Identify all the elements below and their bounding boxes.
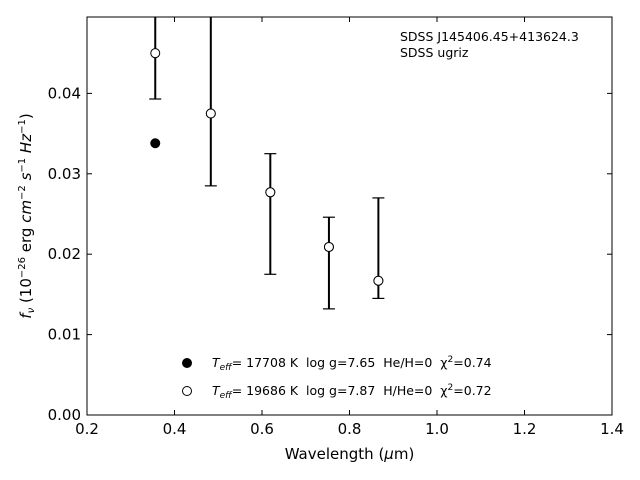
x-axis-title: Wavelength (μm) <box>285 445 415 463</box>
y-tick-label: 0.04 <box>48 84 81 102</box>
axis-ticks: 0.2 0.4 0.6 0.8 1.0 1.2 1.4 0.00 0.01 0.02 0.03 0.0… <box>48 17 624 438</box>
y-tick-label: 0.01 <box>48 326 81 344</box>
legend-label-2: Teff= 19686 K log g=7.87 H/He=0 χ2=0.72 <box>212 383 492 401</box>
legend-marker-open <box>182 386 192 396</box>
y-axis-title: fν (10−26 erg cm−2 s−1 Hz−1) <box>17 113 37 318</box>
data-points <box>150 48 384 286</box>
x-tick-label: 1.0 <box>425 420 449 438</box>
legend-label-1: Teff= 17708 K log g=7.65 He/H=0 χ2=0.74 <box>212 355 492 373</box>
x-tick-label: 1.2 <box>513 420 537 438</box>
x-tick-label: 0.4 <box>163 420 187 438</box>
x-tick-label: 1.4 <box>600 420 624 438</box>
data-point-open <box>323 241 334 252</box>
legend: Teff= 17708 K log g=7.65 He/H=0 χ2=0.74 … <box>182 355 492 401</box>
error-bars <box>149 17 385 310</box>
x-tick-label: 0.2 <box>75 420 99 438</box>
y-tick-label: 0.02 <box>48 245 81 263</box>
plot-frame <box>86 16 613 416</box>
data-point-open <box>150 48 161 59</box>
annotation-photometry: SDSS ugriz <box>400 45 469 60</box>
data-point-open <box>265 187 276 198</box>
y-tick-label: 0.00 <box>48 406 81 424</box>
data-point-filled <box>150 138 161 149</box>
data-point-open <box>373 275 384 286</box>
data-point-open <box>205 108 216 119</box>
legend-marker-filled <box>182 358 192 368</box>
y-tick-label: 0.03 <box>48 165 81 183</box>
x-tick-label: 0.6 <box>250 420 274 438</box>
annotation-object-name: SDSS J145406.45+413624.3 <box>400 29 579 44</box>
x-tick-label: 0.8 <box>338 420 362 438</box>
